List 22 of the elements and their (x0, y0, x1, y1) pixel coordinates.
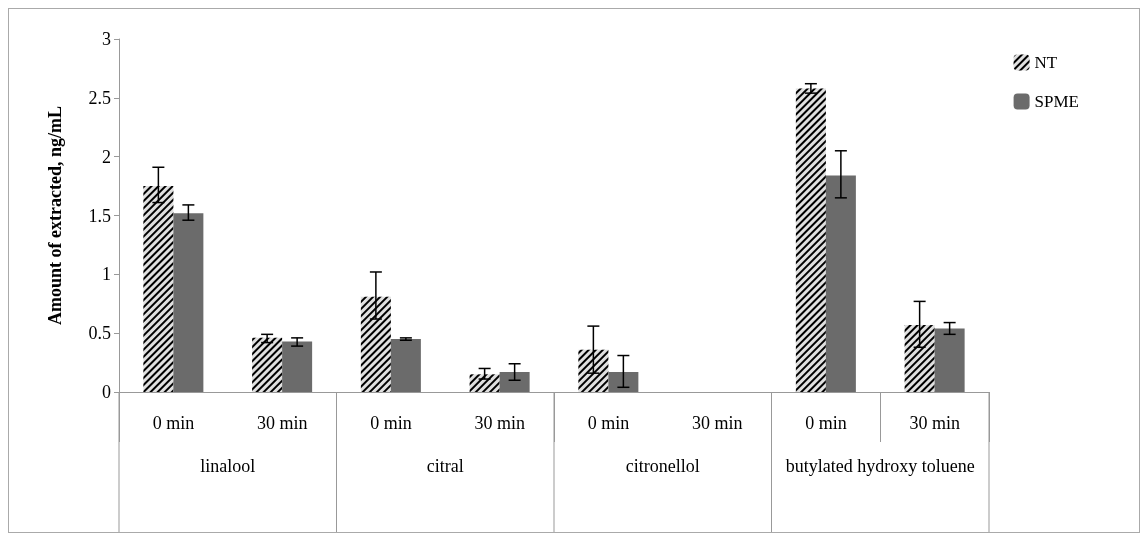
x-tick-label: 30 min (691, 413, 743, 433)
x-tick-label: 0 min (370, 413, 412, 433)
text: citronellol (625, 456, 700, 476)
x-tick-label: 30 min (256, 413, 308, 433)
text: butylated hydroxy toluene (785, 456, 975, 476)
text: citral (426, 456, 464, 476)
legend-label: NT (1034, 53, 1058, 72)
legend-label: SPME (1034, 92, 1080, 111)
y-tick-label: 2.5 (88, 87, 111, 108)
y-tick-label: 1.5 (88, 205, 111, 226)
x-tick-label: 30 min (909, 413, 960, 433)
text: linalool (200, 456, 256, 476)
y-tick-label: 2 (102, 146, 111, 167)
x-tick-label: 30 min (474, 413, 525, 433)
y-tick-label: 3 (102, 29, 111, 49)
x-tick-label: 0 min (587, 413, 630, 433)
y-tick-label: 1 (102, 264, 111, 285)
x-tick-label: 0 min (152, 413, 195, 433)
y-tick-label: 0 (102, 382, 111, 402)
y-tick-label: 0.5 (88, 323, 111, 344)
y-axis-title: Amount of extracted, ng/mL (45, 106, 65, 325)
x-tick-label: 0 min (805, 413, 847, 433)
